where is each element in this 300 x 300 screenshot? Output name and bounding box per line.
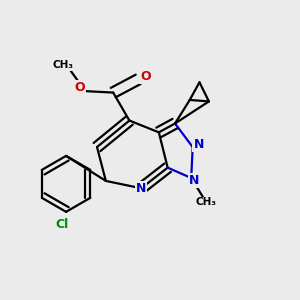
Text: O: O [75, 81, 85, 94]
Text: CH₃: CH₃ [52, 60, 74, 70]
Text: O: O [140, 70, 151, 83]
Text: Cl: Cl [55, 218, 68, 231]
Text: N: N [189, 174, 200, 188]
Text: N: N [136, 182, 146, 195]
Text: CH₃: CH₃ [195, 197, 216, 207]
Text: N: N [194, 138, 204, 151]
